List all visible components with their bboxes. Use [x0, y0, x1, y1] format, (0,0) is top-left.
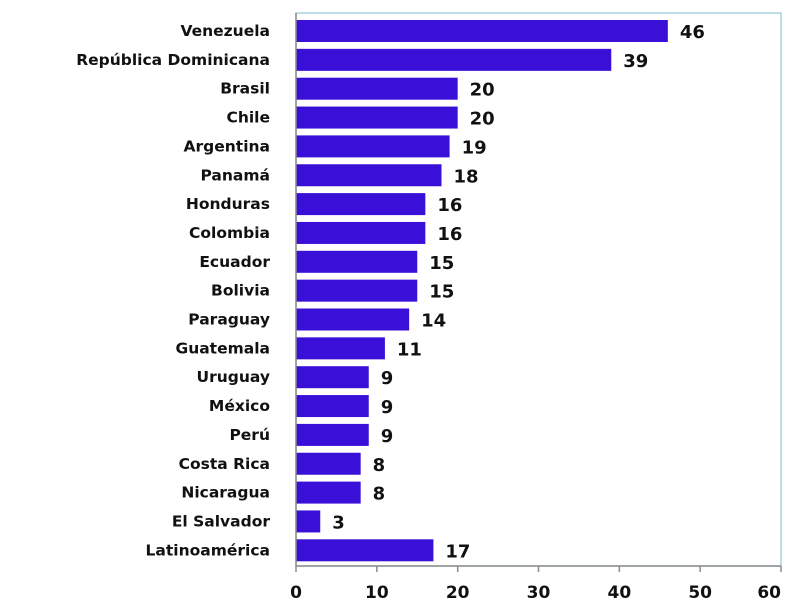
x-axis-ticks: 0 10 20 30 40 50 60 [290, 566, 782, 603]
data-label: 8 [373, 484, 386, 505]
x-tick-label: 30 [527, 583, 551, 603]
category-label: Costa Rica [179, 455, 270, 473]
bar [296, 510, 321, 533]
data-label: 15 [429, 253, 454, 274]
bar [296, 481, 361, 504]
bar [296, 539, 434, 562]
category-label: Paraguay [188, 311, 270, 329]
bar [296, 135, 450, 158]
bar [296, 250, 418, 273]
x-tick-label: 0 [290, 583, 302, 603]
bar [296, 106, 458, 129]
data-label: 17 [445, 541, 470, 562]
data-label: 46 [680, 22, 705, 43]
data-label: 20 [470, 109, 495, 130]
bar [296, 193, 426, 216]
bar [296, 20, 668, 42]
category-label: Guatemala [175, 339, 270, 357]
data-label: 9 [381, 426, 394, 447]
data-label: 9 [381, 397, 394, 418]
data-label: 15 [429, 282, 454, 303]
bar [296, 308, 410, 331]
data-label: 16 [437, 195, 462, 216]
bar [296, 221, 426, 244]
data-label: 14 [421, 311, 446, 332]
data-label: 20 [470, 80, 495, 101]
category-label: Venezuela [180, 22, 270, 40]
x-tick-label: 60 [757, 583, 781, 603]
category-label: República Dominicana [76, 51, 270, 69]
category-label: Chile [226, 109, 270, 127]
x-tick-label: 10 [365, 583, 389, 603]
bar [296, 423, 369, 446]
bar [296, 279, 418, 302]
category-label: Colombia [189, 224, 270, 242]
category-label: Latinoamérica [146, 541, 270, 559]
category-label: Panamá [200, 166, 270, 184]
category-label: Argentina [184, 137, 271, 155]
category-label: Perú [229, 426, 270, 444]
data-label: 3 [332, 512, 345, 533]
bar [296, 395, 369, 418]
category-label: El Salvador [172, 512, 271, 530]
bar [296, 452, 361, 475]
data-label: 11 [397, 339, 422, 360]
category-label: Bolivia [211, 282, 270, 300]
x-tick-label: 20 [446, 583, 470, 603]
data-label: 19 [462, 137, 487, 158]
category-label: Uruguay [197, 368, 270, 386]
data-label: 8 [373, 455, 386, 476]
data-label: 18 [454, 166, 479, 187]
bar [296, 164, 442, 187]
data-label: 39 [623, 51, 648, 72]
bar [296, 48, 612, 71]
category-label: Nicaragua [181, 484, 270, 502]
category-label: Honduras [186, 195, 270, 213]
bar [296, 337, 385, 360]
data-label: 9 [381, 368, 394, 389]
category-label: Brasil [220, 80, 270, 98]
x-tick-label: 40 [607, 583, 631, 603]
category-label: México [209, 397, 270, 415]
x-tick-label: 50 [688, 583, 712, 603]
bar [296, 366, 369, 389]
category-labels: Venezuela República Dominicana Brasil Chile… [76, 22, 270, 559]
category-label: Ecuador [199, 253, 270, 271]
data-label: 16 [437, 224, 462, 245]
bar [296, 77, 458, 100]
bars [296, 20, 668, 562]
